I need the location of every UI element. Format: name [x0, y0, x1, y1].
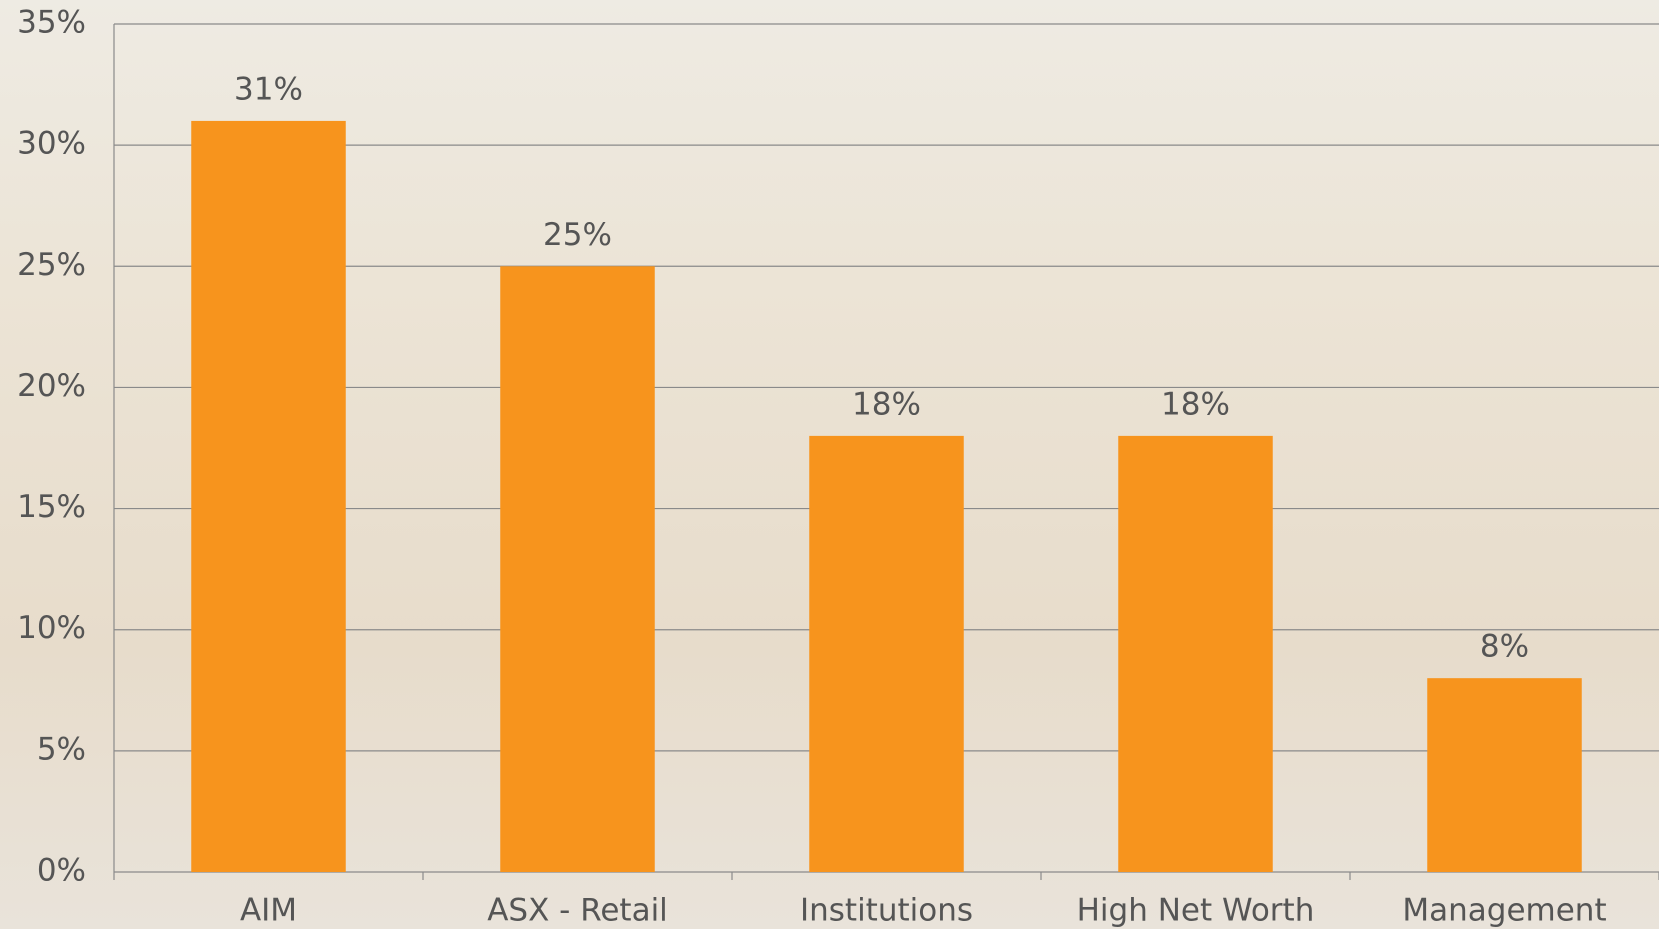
value-label: 8%: [1480, 629, 1529, 665]
bar: [191, 121, 346, 872]
value-label: 18%: [852, 386, 921, 422]
y-tick-label: 10%: [17, 610, 86, 646]
y-tick-label: 15%: [17, 489, 86, 525]
y-tick-label: 25%: [17, 247, 86, 283]
y-tick-label: 30%: [17, 126, 86, 162]
y-tick-label: 20%: [17, 368, 86, 404]
x-tick-label: ASX - Retail: [487, 893, 668, 929]
value-label: 31%: [234, 71, 303, 107]
bar: [1427, 678, 1582, 872]
chart: 0% 5% 10% 15% 20% 25% 30% 35% AIM 31% ASX - Retail…: [0, 0, 1659, 929]
x-tick-label: Institutions: [800, 893, 973, 929]
page: 0% 5% 10% 15% 20% 25% 30% 35% AIM 31% ASX - Retail…: [0, 0, 1659, 929]
value-label: 18%: [1161, 386, 1230, 422]
y-tick-label: 5%: [37, 731, 86, 767]
bar: [500, 266, 655, 872]
y-tick-label: 0%: [37, 853, 86, 889]
x-tick-label: High Net Worth: [1077, 893, 1315, 929]
bar: [1118, 436, 1273, 872]
y-tick-label: 35%: [17, 5, 86, 41]
x-tick-label: Management: [1402, 893, 1606, 929]
x-tick-label: AIM: [240, 893, 297, 929]
value-label: 25%: [543, 217, 612, 253]
bar: [809, 436, 964, 872]
